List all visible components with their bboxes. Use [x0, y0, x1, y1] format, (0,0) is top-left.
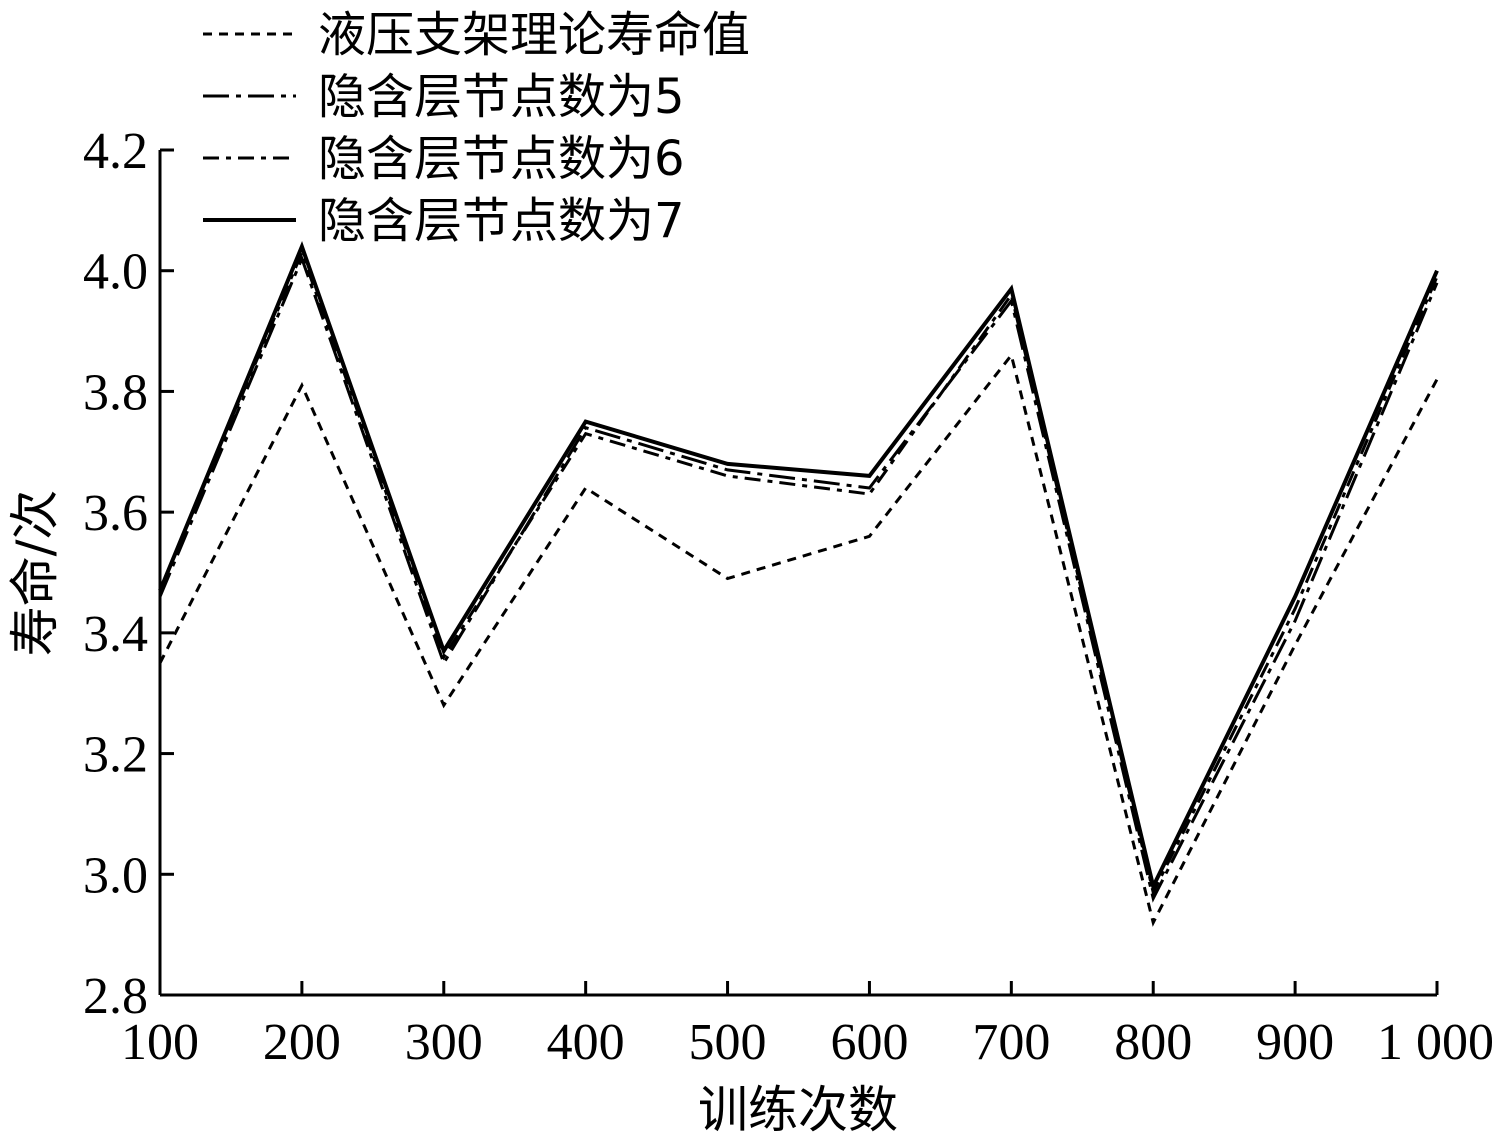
- x-tick-label: 800: [1114, 1014, 1192, 1071]
- legend-label: 隐含层节点数为5: [318, 69, 685, 125]
- axes: [158, 150, 1437, 997]
- x-tick-label: 1 000: [1377, 1014, 1494, 1071]
- series-line-1: [158, 351, 1439, 927]
- series-lines: [158, 240, 1439, 927]
- x-tick-label: 300: [405, 1014, 483, 1071]
- legend-label: 隐含层节点数为7: [318, 193, 685, 249]
- x-tick-label: 200: [263, 1014, 341, 1071]
- series-line-2: [158, 254, 1439, 903]
- y-tick-label: 4.0: [83, 244, 148, 301]
- y-tick-label: 3.6: [83, 485, 148, 542]
- x-tick-label: 600: [830, 1014, 908, 1071]
- legend-label: 隐含层节点数为6: [318, 131, 685, 187]
- y-tick-label: 3.0: [83, 847, 148, 904]
- y-tick-label: 3.8: [83, 364, 148, 421]
- x-tick-label: 100: [121, 1014, 199, 1071]
- x-tick-label: 700: [972, 1014, 1050, 1071]
- x-ticks: 100 200 300 400 500 600 700 800 900 1 000: [121, 981, 1494, 1071]
- x-tick-label: 500: [689, 1014, 767, 1071]
- y-tick-label: 4.2: [83, 123, 148, 180]
- series-line-4: [158, 240, 1439, 893]
- x-tick-label: 900: [1256, 1014, 1334, 1071]
- y-axis-title: 寿命/次: [6, 490, 64, 657]
- y-tick-label: 3.2: [83, 727, 148, 784]
- series-line-3: [158, 248, 1439, 897]
- y-tick-label: 3.4: [83, 606, 148, 663]
- y-tick-label: 2.8: [83, 968, 148, 1025]
- y-ticks: 2.8 3.0 3.2 3.4 3.6 3.8 4.0 4.2: [83, 123, 174, 1025]
- x-axis-title: 训练次数: [698, 1081, 898, 1138]
- legend-label: 液压支架理论寿命值: [318, 7, 750, 63]
- x-tick-label: 400: [547, 1014, 625, 1071]
